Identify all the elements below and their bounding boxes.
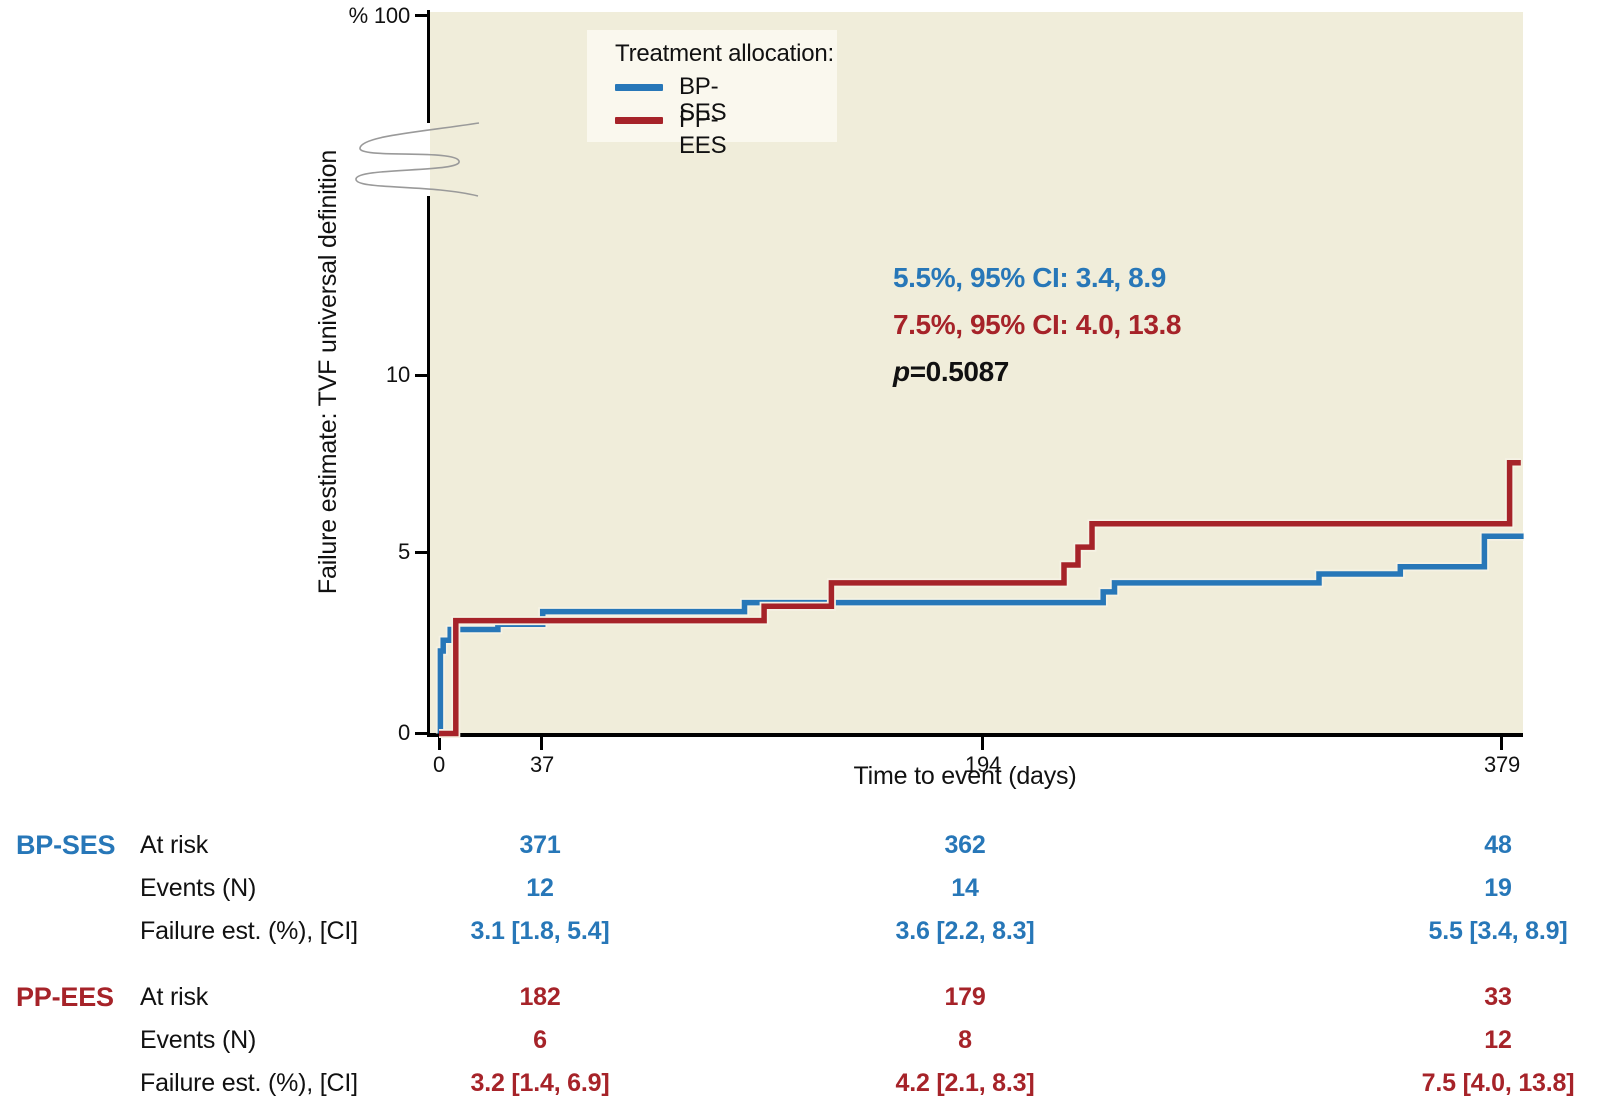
table-cell: 12: [526, 874, 554, 902]
table-cell: 4.2 [2.1, 8.3]: [895, 1069, 1035, 1097]
legend-title: Treatment allocation:: [615, 40, 835, 67]
x-label-194: 194: [964, 752, 1002, 777]
legend-label-pp-ees: PP-EES: [679, 106, 727, 159]
x-label-379: 379: [1483, 752, 1521, 777]
table-cell: 8: [958, 1026, 972, 1054]
y-label-0: 0: [397, 720, 410, 745]
y-tick-10: [415, 374, 428, 377]
table-cell: 33: [1484, 983, 1512, 1011]
y-tick-100: [415, 14, 428, 17]
table-cell: 19: [1484, 874, 1512, 902]
bp-ses-estimate-text: 5.5%, 95% CI: 3.4, 8.9: [893, 262, 1166, 293]
table-cell: 3.1 [1.8, 5.4]: [470, 917, 610, 945]
y-tick-0: [415, 732, 428, 735]
y-label-100: % 100: [348, 3, 411, 28]
table-cell: 179: [944, 983, 986, 1011]
x-tick-37: [540, 737, 543, 750]
x-axis-line: [427, 733, 1523, 737]
estimate-annotation: 5.5%, 95% CI: 3.4, 8.9 7.5%, 95% CI: 4.0…: [893, 254, 1181, 395]
x-label-37: 37: [529, 752, 555, 777]
row-label: At risk: [140, 831, 209, 859]
x-tick-379: [1500, 737, 1503, 750]
p-symbol: p: [893, 356, 910, 387]
table-cell: 12: [1484, 1026, 1512, 1054]
x-tick-194: [981, 737, 984, 750]
y-axis-upper-segment: [427, 10, 430, 123]
x-axis-title: Time to event (days): [853, 762, 1077, 790]
y-label-5: 5: [397, 539, 410, 564]
table-cell: 48: [1484, 831, 1512, 859]
table-cell: 182: [519, 983, 561, 1011]
group-label-pp-ees: PP-EES: [16, 982, 114, 1012]
row-label: Failure est. (%), [CI]: [140, 1069, 358, 1097]
p-value-text: p=0.5087: [893, 348, 1181, 395]
p-value: =0.5087: [909, 356, 1010, 387]
y-tick-5: [415, 551, 428, 554]
row-label: Failure est. (%), [CI]: [140, 917, 358, 945]
pp-ees-estimate-text: 7.5%, 95% CI: 4.0, 13.8: [893, 309, 1182, 340]
table-cell: 3.2 [1.4, 6.9]: [470, 1069, 610, 1097]
legend: Treatment allocation: BP-SES PP-EES: [587, 30, 837, 159]
y-axis-lower-segment: [427, 196, 430, 734]
row-label: At risk: [140, 983, 209, 1011]
table-cell: 3.6 [2.2, 8.3]: [895, 917, 1035, 945]
table-cell: 5.5 [3.4, 8.9]: [1428, 917, 1568, 945]
table-cell: 6: [533, 1026, 547, 1054]
table-cell: 371: [519, 831, 561, 859]
table-cell: 362: [944, 831, 986, 859]
legend-label-bp-ses: BP-SES: [679, 73, 727, 126]
group-label-bp-ses: BP-SES: [16, 830, 116, 860]
pp-ees-line-swatch: [615, 117, 663, 124]
row-label: Events (N): [140, 874, 257, 902]
y-label-10: 10: [385, 362, 410, 387]
y-axis-title: Failure estimate: TVF universal definiti…: [314, 149, 342, 595]
table-cell: 7.5 [4.0, 13.8]: [1421, 1069, 1575, 1097]
x-label-0: 0: [432, 752, 446, 777]
table-cell: 14: [951, 874, 979, 902]
bp-ses-line-swatch: [615, 84, 663, 91]
x-tick-0: [438, 737, 441, 750]
row-label: Events (N): [140, 1026, 257, 1054]
